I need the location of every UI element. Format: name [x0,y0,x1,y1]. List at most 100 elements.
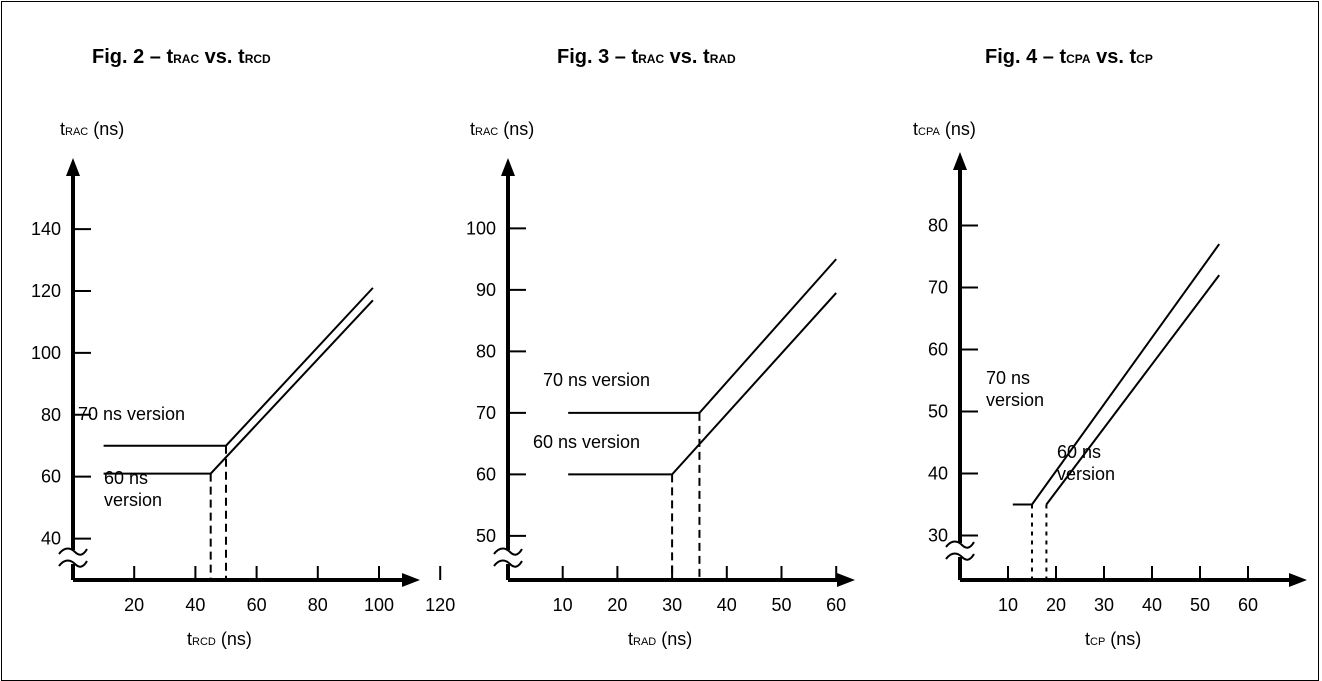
x-tick-label: 60 [826,595,846,615]
series-line-1 [568,258,837,414]
x-label-subscript: RAD [633,636,656,648]
x-tick-label: 20 [607,595,627,615]
title-prefix: Fig. 2 – t [92,46,173,68]
version-annotation: 70 ns version [543,370,650,390]
x-tick-label: 60 [1238,595,1258,615]
x-axis-label: tRAD (ns) [628,629,692,649]
version-annotation: version [1057,464,1115,484]
y-tick-label: 140 [31,219,61,239]
title-prefix: Fig. 4 – t [985,46,1066,68]
y-label-subscript: RAC [475,126,498,138]
x-label-unit: (ns) [216,629,252,649]
y-axis-arrow [953,152,967,170]
y-tick-label: 80 [928,216,948,236]
x-label-main: t [628,629,633,649]
y-tick-label: 60 [476,464,496,484]
axis-break-mark [58,547,88,556]
title-subscript: CPA [1066,52,1091,66]
series-line-2 [103,299,374,475]
y-label-unit: (ns) [88,119,124,139]
title-subscript: RAC [173,52,199,66]
x-tick-label: 10 [553,595,573,615]
chart-title: Fig. 3 – tRAC vs. tRAD [557,46,736,68]
y-tick-label: 80 [41,405,61,425]
version-annotation: 70 ns version [78,404,185,424]
version-annotation: 60 ns [104,468,148,488]
series-line-1 [103,287,374,447]
y-tick-label: 90 [476,280,496,300]
y-label-subscript: CPA [918,126,940,138]
version-annotation: version [986,390,1044,410]
title-prefix: Fig. 3 – t [557,46,638,68]
y-tick-label: 60 [928,340,948,360]
y-axis-arrow [501,158,515,176]
y-tick-label: 40 [41,529,61,549]
x-label-main: t [187,629,192,649]
x-tick-label: 20 [124,595,144,615]
chart-title: Fig. 2 – tRAC vs. tRCD [92,46,271,68]
axis-break-mark [945,540,975,549]
x-tick-label: 50 [1190,595,1210,615]
x-tick-label: 40 [717,595,737,615]
y-tick-label: 70 [476,403,496,423]
y-label-main: t [913,119,918,139]
x-tick-label: 100 [364,595,394,615]
y-tick-label: 100 [466,218,496,238]
x-label-unit: (ns) [1105,629,1141,649]
title-subscript: RCD [245,52,271,66]
x-tick-label: 10 [998,595,1018,615]
y-label-main: t [60,119,65,139]
x-axis-arrow [1289,573,1307,587]
version-annotation: 70 ns [986,368,1030,388]
version-annotation: version [104,490,162,510]
x-tick-label: 60 [247,595,267,615]
x-tick-label: 30 [662,595,682,615]
version-annotation: 60 ns version [533,432,640,452]
axis-break-mark [493,559,523,568]
x-tick-label: 20 [1046,595,1066,615]
y-axis-label: tCPA (ns) [913,119,976,139]
y-tick-label: 120 [31,281,61,301]
x-axis-arrow [402,573,420,587]
x-tick-label: 40 [185,595,205,615]
title-mid: vs. t [1091,46,1137,68]
y-axis-label: tRAC (ns) [60,119,124,139]
x-label-unit: (ns) [656,629,692,649]
chart-title: Fig. 4 – tCPA vs. tCP [985,46,1153,68]
series-line-2 [568,292,837,476]
axis-break-mark [945,552,975,561]
series-line-1 [1012,243,1221,506]
title-mid: vs. t [664,46,710,68]
title-subscript: RAC [638,52,664,66]
x-tick-label: 50 [771,595,791,615]
y-tick-label: 50 [476,526,496,546]
x-tick-label: 80 [308,595,328,615]
y-label-unit: (ns) [940,119,976,139]
x-axis-arrow [837,573,855,587]
x-label-subscript: CP [1090,636,1105,648]
axis-break-mark [493,547,523,556]
y-label-main: t [470,119,475,139]
y-tick-label: 80 [476,341,496,361]
title-subscript: CP [1136,52,1153,66]
y-tick-label: 50 [928,402,948,422]
x-tick-label: 40 [1142,595,1162,615]
x-axis-label: tRCD (ns) [187,629,252,649]
y-axis-label: tRAC (ns) [470,119,534,139]
y-label-unit: (ns) [498,119,534,139]
y-tick-label: 70 [928,278,948,298]
y-tick-label: 40 [928,464,948,484]
x-tick-label: 30 [1094,595,1114,615]
series-line-2 [1045,274,1220,506]
y-tick-label: 100 [31,343,61,363]
x-label-main: t [1085,629,1090,649]
x-tick-label: 120 [425,595,455,615]
axis-break-mark [58,559,88,568]
y-label-subscript: RAC [65,126,88,138]
y-tick-label: 60 [41,467,61,487]
x-axis-label: tCP (ns) [1085,629,1141,649]
